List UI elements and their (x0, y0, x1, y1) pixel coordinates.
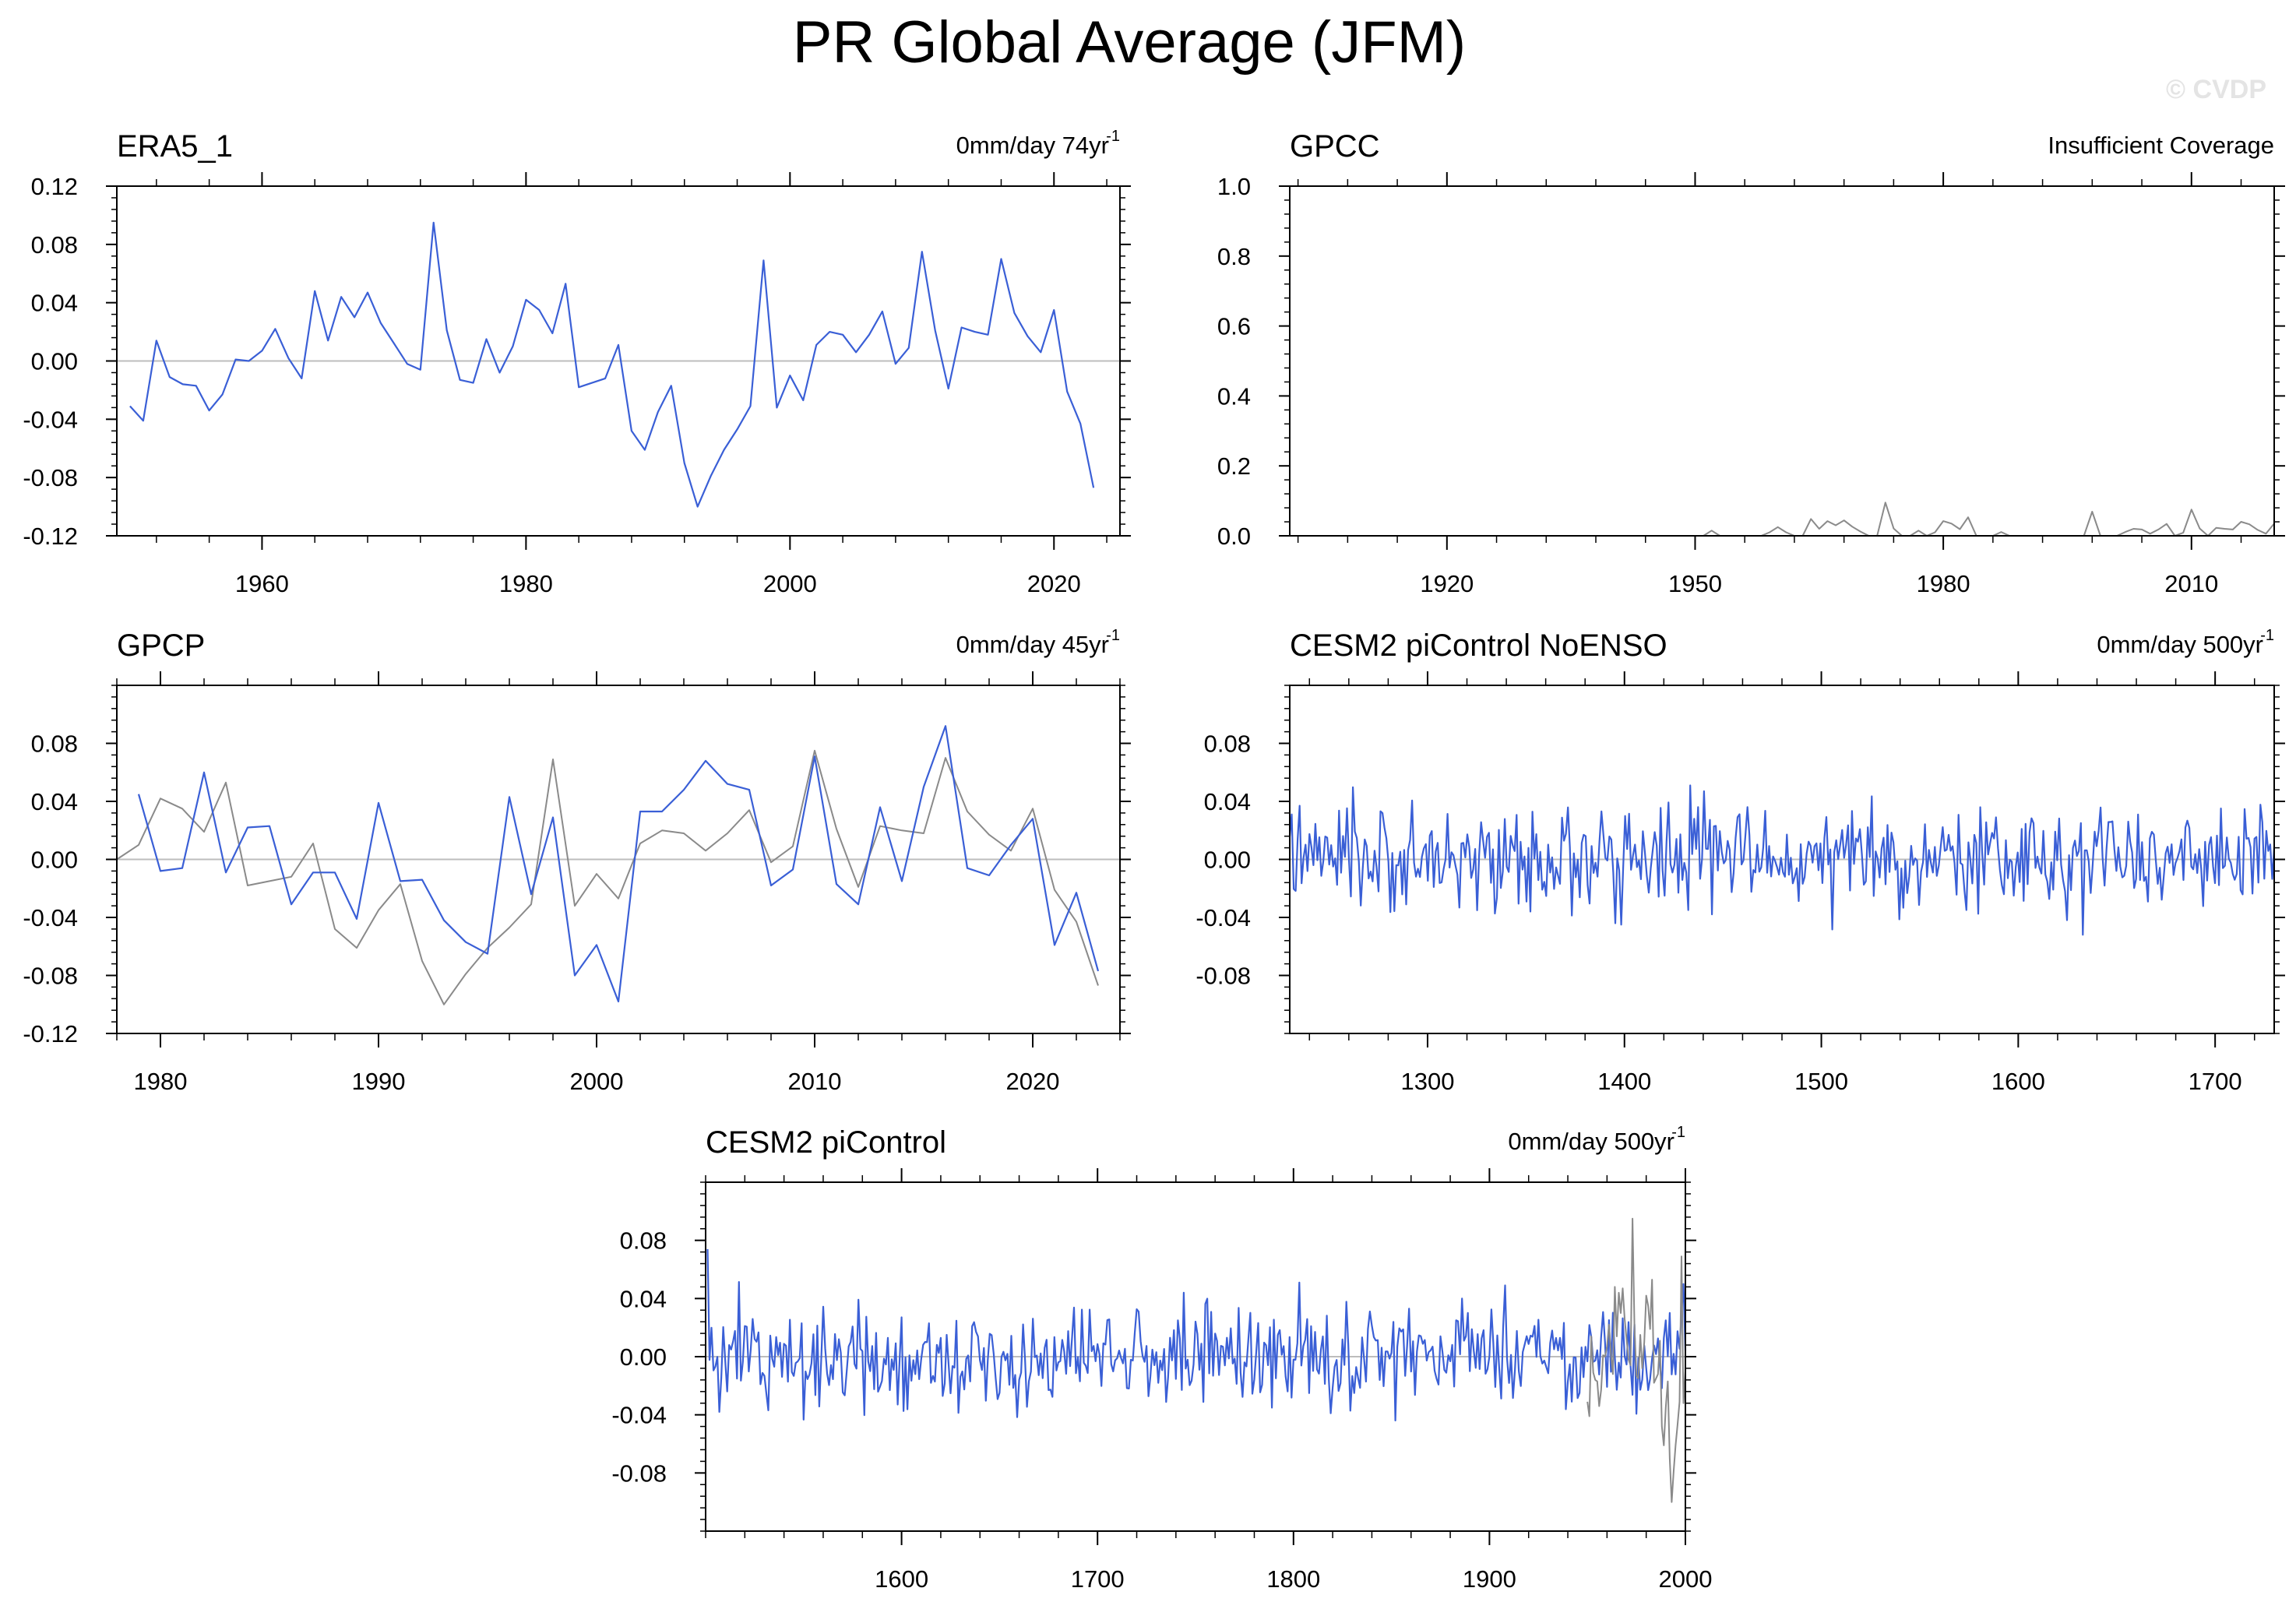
y-tick-label: 0.00 (31, 348, 78, 375)
panel-title: CESM2 piControl (706, 1125, 946, 1160)
x-tick-label: 1800 (1266, 1565, 1320, 1593)
y-tick-label: -0.08 (23, 464, 78, 491)
y-tick-label: -0.08 (1196, 963, 1251, 990)
trend-label: 0mm/day 500yr (1508, 1128, 1674, 1155)
y-tick-label: 0.12 (31, 173, 78, 200)
x-tick-label: 1600 (875, 1565, 928, 1593)
trend-exponent: -1 (1671, 1124, 1685, 1141)
trend-label: 0mm/day 45yr (956, 631, 1109, 658)
trend-label: 0mm/day 500yr (2097, 631, 2263, 658)
y-tick-label: 0.4 (1217, 382, 1251, 410)
series-line (706, 1248, 1687, 1422)
x-tick-label: 2000 (1659, 1565, 1713, 1593)
x-tick-label: 1920 (1420, 570, 1474, 597)
y-tick-label: -0.04 (23, 406, 78, 433)
watermark: © CVDP (2166, 75, 2266, 104)
y-tick-label: -0.04 (1196, 904, 1251, 931)
x-tick-label: 1980 (1917, 570, 1970, 597)
x-tick-label: 2010 (2164, 570, 2218, 597)
panel-1: GPCC Insufficient Coverage 0.0 0.2 0.4 0.6 0.8… (1217, 129, 2285, 597)
x-tick-label: 1960 (235, 570, 289, 597)
panel-title: ERA5_1 (117, 129, 233, 164)
trend-label: 0mm/day 74yr (956, 132, 1109, 159)
x-tick-label: 2020 (1006, 1068, 1060, 1095)
x-tick-label: 1900 (1463, 1565, 1516, 1593)
series-line (1288, 784, 2276, 936)
panel-title: CESM2 piControl NoENSO (1290, 628, 1667, 663)
panel-title: GPCC (1290, 129, 1380, 164)
y-tick-label: -0.08 (23, 963, 78, 990)
series-line (1586, 1217, 1686, 1503)
trend-exponent: -1 (2260, 627, 2274, 644)
y-tick-label: 0.04 (31, 290, 78, 317)
y-tick-label: 0.08 (1204, 731, 1251, 758)
y-tick-label: 0.04 (1204, 788, 1251, 815)
x-tick-label: 1700 (2189, 1068, 2242, 1095)
panel-2: GPCP 0mm/day 45yr-1 -0.12 -0.08 -0.04 0.00 0.0… (23, 627, 1131, 1095)
x-tick-label: 1980 (499, 570, 553, 597)
y-tick-label: 0.08 (31, 731, 78, 758)
y-tick-label: 0.00 (620, 1343, 667, 1371)
x-tick-label: 1600 (1991, 1068, 2045, 1095)
trend-exponent: -1 (1106, 128, 1120, 145)
y-tick-label: 0.2 (1217, 452, 1251, 480)
series-line (137, 725, 1100, 1003)
x-tick-label: 1950 (1668, 570, 1722, 597)
x-tick-label: 1980 (134, 1068, 188, 1095)
x-tick-label: 1300 (1400, 1068, 1454, 1095)
y-tick-label: 0.04 (620, 1285, 667, 1312)
y-tick-label: -0.08 (611, 1459, 667, 1487)
series-line (116, 749, 1099, 1005)
y-tick-label: -0.04 (23, 904, 78, 931)
x-tick-label: 1400 (1597, 1068, 1651, 1095)
x-tick-label: 2000 (570, 1068, 624, 1095)
x-tick-label: 1700 (1071, 1565, 1125, 1593)
x-tick-label: 1500 (1794, 1068, 1848, 1095)
trend-exponent: -1 (1106, 627, 1120, 644)
x-tick-label: 1990 (352, 1068, 406, 1095)
y-tick-label: -0.12 (23, 1020, 78, 1047)
y-tick-label: 1.0 (1217, 173, 1251, 200)
y-tick-label: 0.04 (31, 788, 78, 815)
y-tick-label: 0.0 (1217, 523, 1251, 550)
y-tick-label: 0.00 (1204, 847, 1251, 874)
y-tick-label: 0.08 (620, 1227, 667, 1255)
y-tick-label: 0.8 (1217, 243, 1251, 270)
y-tick-label: 0.6 (1217, 313, 1251, 340)
y-tick-label: -0.12 (23, 523, 78, 550)
series-line (1695, 502, 2275, 537)
figure-title: PR Global Average (JFM) (793, 9, 1466, 76)
y-tick-label: 0.00 (31, 847, 78, 874)
y-tick-label: 0.08 (31, 231, 78, 259)
panel-0: ERA5_1 0mm/day 74yr-1 -0.12 -0.08 -0.04 0.00 0… (23, 128, 1131, 597)
x-tick-label: 2020 (1027, 570, 1081, 597)
panel-4: CESM2 piControl 0mm/day 500yr-1 -0.08 -0.04… (611, 1124, 1712, 1593)
trend-label: Insufficient Coverage (2048, 132, 2274, 159)
series-line (129, 221, 1095, 508)
x-tick-label: 2000 (763, 570, 817, 597)
plot-frame (1289, 185, 2275, 537)
y-tick-label: -0.04 (611, 1402, 667, 1429)
panel-title: GPCP (117, 628, 205, 663)
x-tick-label: 2010 (788, 1068, 842, 1095)
panel-3: CESM2 piControl NoENSO 0mm/day 500yr-1 -0.… (1196, 627, 2285, 1095)
